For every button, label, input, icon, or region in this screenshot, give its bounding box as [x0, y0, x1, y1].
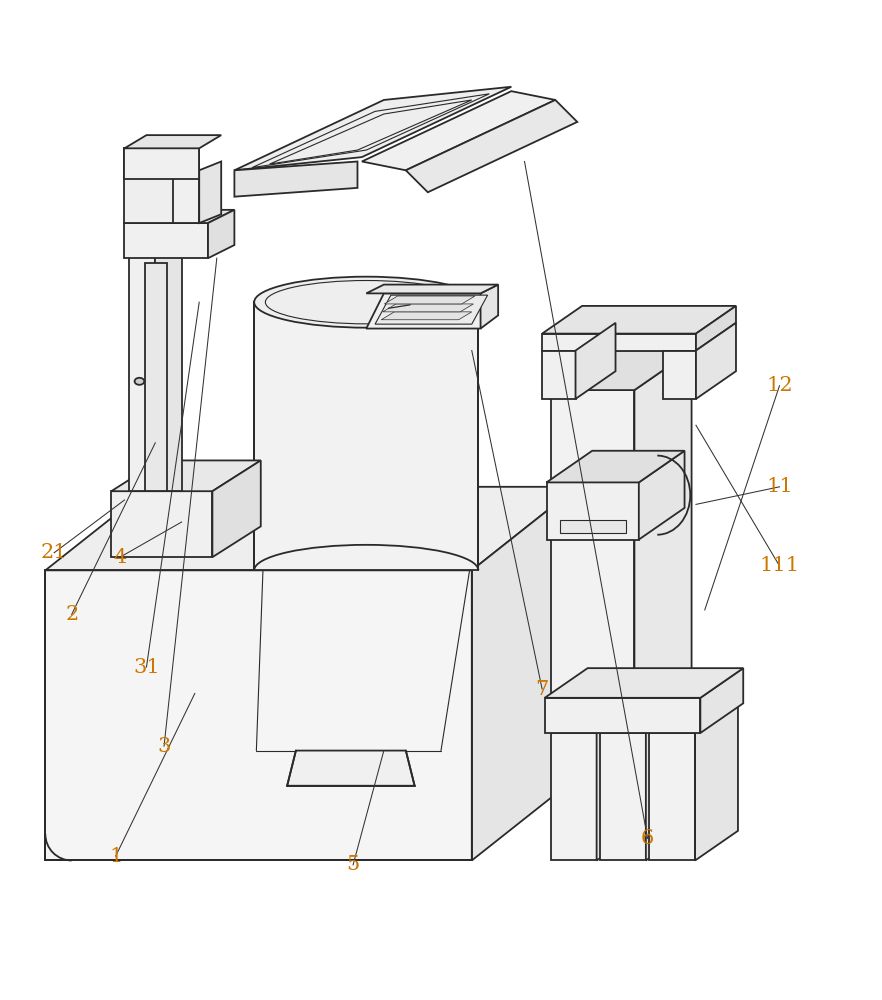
Text: 2: 2 — [65, 605, 78, 624]
Text: 12: 12 — [766, 376, 793, 395]
Polygon shape — [551, 351, 691, 390]
Text: 5: 5 — [347, 855, 360, 874]
Polygon shape — [596, 703, 639, 860]
Polygon shape — [199, 161, 221, 223]
Polygon shape — [45, 487, 578, 570]
Polygon shape — [366, 285, 498, 293]
Text: 7: 7 — [535, 680, 549, 699]
Polygon shape — [646, 703, 689, 860]
Polygon shape — [124, 148, 199, 179]
Polygon shape — [481, 285, 498, 329]
Text: 1: 1 — [109, 847, 123, 866]
Polygon shape — [145, 263, 167, 491]
Polygon shape — [700, 668, 744, 733]
Text: 31: 31 — [133, 658, 160, 677]
Ellipse shape — [135, 378, 145, 385]
Polygon shape — [381, 312, 472, 320]
Polygon shape — [235, 87, 512, 170]
Polygon shape — [696, 306, 736, 351]
Polygon shape — [124, 223, 208, 258]
Polygon shape — [542, 334, 696, 351]
Text: 4: 4 — [114, 548, 127, 567]
Polygon shape — [639, 451, 684, 540]
Polygon shape — [472, 487, 578, 860]
Polygon shape — [600, 733, 646, 860]
Polygon shape — [695, 703, 738, 860]
Text: 6: 6 — [641, 829, 654, 848]
Polygon shape — [129, 249, 155, 491]
Text: 3: 3 — [157, 737, 171, 756]
Polygon shape — [542, 351, 576, 399]
Polygon shape — [634, 351, 691, 733]
Polygon shape — [129, 236, 177, 249]
Polygon shape — [551, 390, 634, 733]
Polygon shape — [547, 451, 684, 482]
Polygon shape — [662, 351, 696, 399]
Polygon shape — [362, 91, 556, 170]
Polygon shape — [235, 161, 357, 197]
Ellipse shape — [254, 277, 478, 328]
Polygon shape — [547, 482, 639, 540]
Polygon shape — [576, 323, 616, 399]
Polygon shape — [542, 306, 736, 334]
Polygon shape — [385, 296, 475, 304]
Polygon shape — [288, 751, 415, 786]
Polygon shape — [545, 668, 744, 698]
Text: 11: 11 — [766, 477, 793, 496]
Polygon shape — [213, 460, 261, 557]
Polygon shape — [696, 323, 736, 399]
Text: 111: 111 — [759, 556, 800, 575]
Polygon shape — [111, 491, 213, 557]
Text: 21: 21 — [41, 543, 67, 562]
Polygon shape — [649, 733, 695, 860]
Polygon shape — [375, 295, 488, 324]
Polygon shape — [254, 302, 478, 570]
Polygon shape — [383, 304, 474, 312]
Polygon shape — [124, 135, 221, 148]
Polygon shape — [406, 100, 578, 192]
Polygon shape — [45, 570, 472, 860]
Polygon shape — [173, 170, 199, 223]
Polygon shape — [560, 520, 625, 533]
Polygon shape — [551, 733, 596, 860]
Polygon shape — [124, 148, 199, 223]
Polygon shape — [124, 210, 235, 223]
Polygon shape — [111, 460, 261, 491]
Polygon shape — [545, 698, 700, 733]
Polygon shape — [366, 293, 498, 329]
Polygon shape — [155, 249, 182, 491]
Polygon shape — [208, 210, 235, 258]
